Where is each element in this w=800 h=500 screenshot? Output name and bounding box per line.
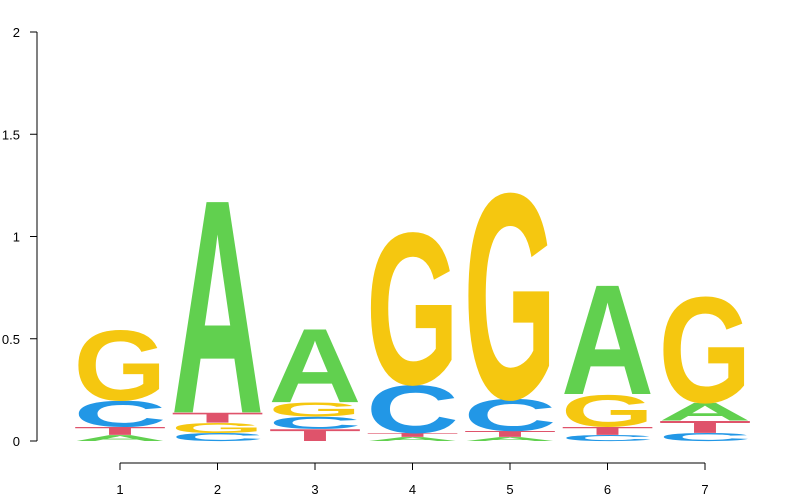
logo-letter-a: A (269, 306, 362, 424)
logo-letter-g: G (269, 398, 362, 420)
logo-letter-c: C (561, 433, 654, 443)
logo-letter-t: T (561, 424, 654, 437)
logo-letter-a: A (561, 253, 654, 428)
logo-letter-c: C (464, 390, 557, 441)
logo-letter-a: A (366, 436, 459, 442)
y-tick-label: 2 (13, 25, 20, 40)
x-tick-label: 6 (604, 482, 611, 497)
x-tick-label: 4 (409, 482, 416, 497)
x-tick-label: 2 (214, 482, 221, 497)
y-tick-label: 0 (13, 434, 20, 449)
logo-letter-c: C (171, 431, 264, 444)
logo-letter-c: C (269, 413, 362, 432)
logo-letter-a: A (659, 397, 752, 426)
logo-letter-g: G (74, 310, 167, 422)
logo-letter-g: G (171, 420, 264, 436)
logo-letter-a: A (74, 433, 167, 443)
logo-letter-t: T (269, 425, 362, 444)
x-tick-label: 7 (701, 482, 708, 497)
logo-letter-t: T (74, 424, 167, 437)
y-tick-label: 1 (13, 230, 20, 245)
y-axis: 0 0.5 1 1.5 2 (2, 25, 38, 449)
logo-letter-c: C (366, 371, 459, 447)
logo-letter-t: T (659, 417, 752, 436)
logo-letter-t: T (464, 429, 557, 439)
y-tick-label: 0.5 (2, 332, 20, 347)
x-tick-label: 1 (116, 482, 123, 497)
logo-letter-g: G (561, 386, 654, 437)
logo-letter-g: G (659, 266, 752, 435)
logo-letter-a: A (171, 136, 264, 477)
x-tick-label: 5 (506, 482, 513, 497)
logo-letter-g: G (464, 132, 557, 461)
logo-letter-t: T (171, 410, 264, 426)
logo-letter-c: C (659, 431, 752, 444)
logo-letter-a: A (464, 436, 557, 442)
logo-letter-t: T (366, 432, 459, 438)
logo-letter-c: C (74, 393, 167, 435)
x-axis: 1 2 3 4 5 6 7 (116, 462, 709, 497)
x-tick-label: 3 (311, 482, 318, 497)
y-tick-label: 1.5 (2, 127, 20, 142)
logo-letter-g: G (366, 188, 459, 431)
